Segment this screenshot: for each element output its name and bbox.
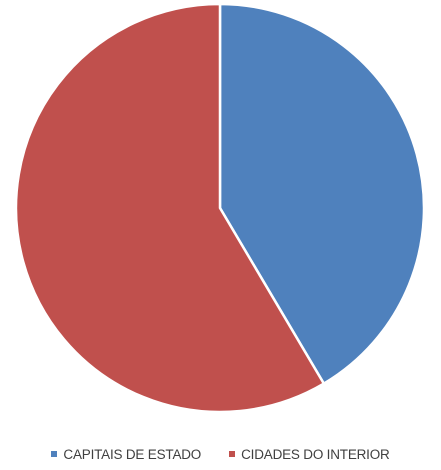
pie-slice-capitais-de-estado <box>218 2 426 385</box>
legend-swatch-cidades-do-interior <box>229 451 236 457</box>
pie-slices <box>14 2 426 414</box>
pie-chart <box>14 2 426 414</box>
legend-item-capitais-de-estado: CAPITAIS DE ESTADO <box>51 447 201 462</box>
chart-legend: CAPITAIS DE ESTADO CIDADES DO INTERIOR <box>0 444 441 464</box>
legend-item-cidades-do-interior: CIDADES DO INTERIOR <box>229 446 390 462</box>
pie-slice-cidades-do-interior <box>14 2 326 414</box>
legend-swatch-capitais-de-estado <box>51 451 58 457</box>
legend-label-capitais-de-estado: CAPITAIS DE ESTADO <box>63 446 202 462</box>
legend-label-cidades-do-interior: CIDADES DO INTERIOR <box>241 446 390 462</box>
